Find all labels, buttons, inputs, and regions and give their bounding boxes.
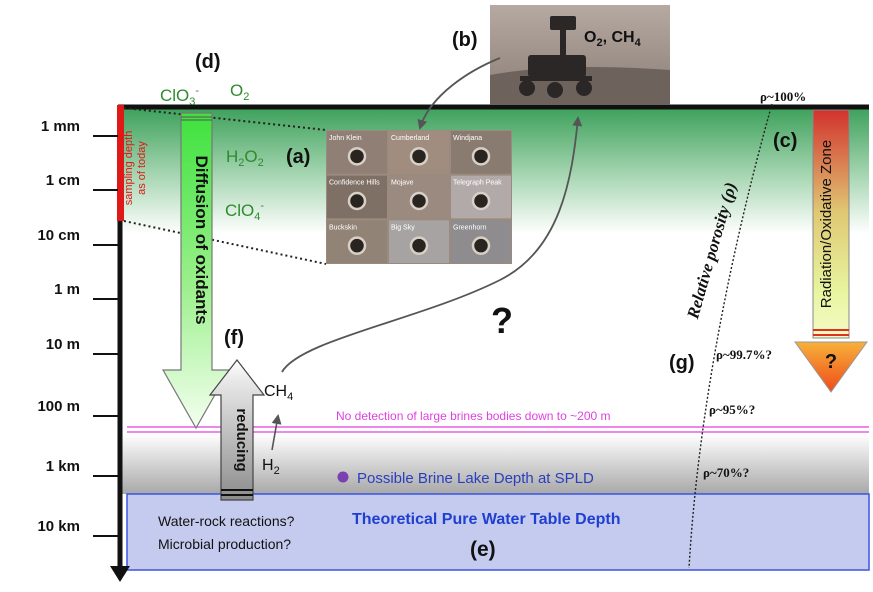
species-h2o2: H2O2 (226, 147, 264, 169)
drill-hole-photo-grid: John Klein Cumberland Windjana Confidence H… (326, 130, 512, 264)
drill-hole (471, 147, 491, 166)
species-h2: H2 (262, 457, 280, 477)
water-table-zone (126, 493, 870, 571)
drill-hole (347, 236, 367, 255)
panel-label-e: (e) (470, 538, 496, 561)
depth-tick-label: 1 cm (46, 172, 80, 189)
depth-tick-label: 1 km (46, 458, 80, 475)
rover-to-photos-arrow (417, 57, 501, 130)
depth-tick-label: 10 cm (37, 227, 80, 244)
diffusion-arrow: Diffusion of oxidants (161, 112, 231, 430)
porosity-value-95: ρ~95%? (709, 402, 755, 417)
panel-label-c: (c) (773, 130, 797, 152)
species-ch4: CH4 (264, 383, 293, 403)
porosity-curve (688, 103, 773, 569)
porosity-value-100: ρ~100% (760, 89, 806, 104)
drill-hole-name: Confidence Hills (329, 180, 380, 187)
rover-photo: O2, CH4 (490, 5, 670, 105)
brine-detection-note: No detection of large brines bodies down… (336, 409, 611, 423)
radiation-arrow: ? Radiation/Oxidative Zone (794, 109, 868, 393)
depth-axis: 1 mm 1 cm 10 cm 1 m 10 m 100 m 1 km 10 km (37, 105, 130, 582)
ch4-to-rover-arrow (281, 116, 583, 373)
drill-hole (347, 191, 367, 211)
radiation-arrow-body (812, 109, 850, 339)
reducing-arrow: reducing (208, 359, 266, 501)
drill-hole-name: Greenhorn (453, 224, 487, 231)
panel-label-a: (a) (286, 146, 310, 168)
depth-axis-arrowhead (110, 566, 130, 582)
panel-label-g: (g) (669, 352, 695, 374)
depth-tick-label: 1 m (54, 281, 80, 298)
depth-tick-label: 1 mm (41, 118, 80, 135)
species-o2: O2 (230, 81, 249, 103)
drill-hole (409, 236, 429, 255)
porosity-value-70: ρ~70%? (703, 465, 749, 480)
depth-tick-label: 10 m (46, 336, 80, 353)
drill-hole-name: Windjana (453, 135, 482, 142)
drill-hole-name: Mojave (391, 180, 414, 187)
depth-tick-label: 10 km (37, 518, 80, 535)
drill-hole-name: Big Sky (391, 224, 415, 231)
process-question-1: Water-rock reactions? (158, 513, 295, 529)
brine-lake-label: Possible Brine Lake Depth at SPLD (357, 470, 594, 487)
reducing-arrow-shape (208, 359, 266, 501)
process-question-2: Microbial production? (158, 536, 291, 552)
brine-lake-marker (337, 471, 349, 483)
drill-hole-name: John Klein (329, 135, 362, 142)
reducing-arrow-label: reducing (233, 408, 250, 471)
diffusion-arrow-label: Diffusion of oxidants (192, 155, 211, 324)
sampling-depth-bar (117, 105, 124, 221)
drill-hole-name: Buckskin (329, 224, 357, 231)
drill-hole-name: Telegraph Peak (453, 180, 502, 187)
drill-hole (409, 191, 429, 211)
radiation-arrow-head (794, 341, 868, 393)
diffusion-arrow-shape (161, 112, 231, 430)
drill-hole-name: Cumberland (391, 135, 429, 142)
unknown-connection-mark: ? (491, 300, 513, 341)
radiation-arrow-label: Radiation/Oxidative Zone (818, 140, 835, 308)
panel-label-b: (b) (452, 29, 478, 51)
species-clo4: ClO4- (225, 200, 264, 223)
water-table-label: Theoretical Pure Water Table Depth (352, 511, 621, 528)
sampling-depth-label-line1: sampling depth (123, 131, 135, 206)
rover-silhouette (519, 16, 592, 98)
cone-line-top (123, 107, 327, 131)
drill-hole (471, 236, 491, 255)
rover-gases-label: O2, CH4 (584, 29, 642, 49)
drill-hole (471, 191, 491, 211)
panel-label-d: (d) (195, 51, 221, 73)
porosity-value-99-7: ρ~99.7%? (716, 347, 772, 362)
sampling-depth-label-line2: as of today (136, 141, 148, 195)
h2-to-ch4-arrow (271, 414, 282, 451)
panel-label-f: (f) (224, 327, 244, 349)
drill-hole (409, 147, 429, 166)
depth-tick-label: 100 m (37, 398, 80, 415)
species-clo3: ClO3- (160, 85, 199, 108)
radiation-unknown-mark: ? (825, 351, 837, 373)
drill-hole (347, 147, 367, 166)
